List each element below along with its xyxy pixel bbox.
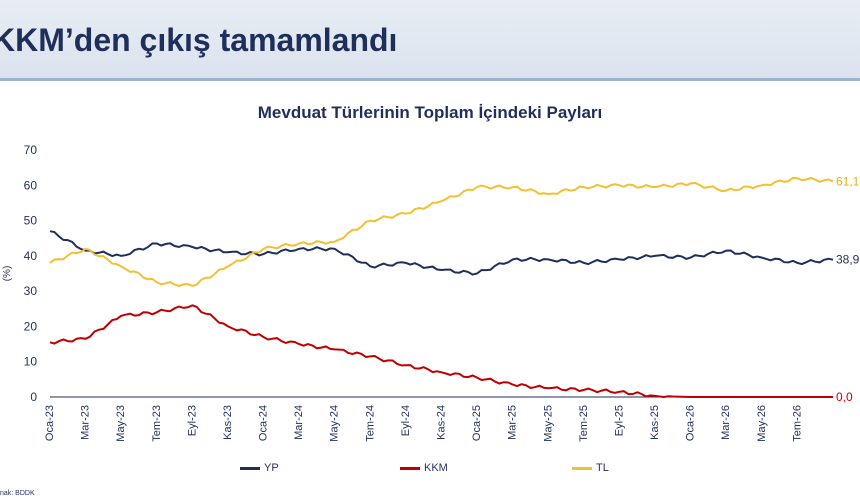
x-tick-label: Oca-25: [471, 405, 483, 441]
x-tick-label: Tem-25: [578, 405, 590, 442]
series-line-kkm: [49, 304, 833, 399]
legend-item-tl: TL: [572, 462, 609, 474]
header-banner: [0, 0, 860, 78]
legend-item-kkm: KKM: [400, 462, 448, 474]
page-title: KKM’den çıkış tamamlandı: [0, 22, 398, 58]
end-labels: 38,9 0,0 61,1: [836, 174, 860, 404]
x-tick-label: Tem-26: [791, 405, 803, 442]
x-tick-label: Kas-24: [436, 405, 448, 440]
series-lines: [49, 176, 834, 399]
y-tick-label: 50: [24, 214, 38, 228]
y-tick-label: 20: [24, 319, 38, 333]
y-axis-ticks: 0 10 20 30 40 50 60 70: [24, 143, 38, 404]
end-label-tl: 61,1: [836, 174, 860, 188]
x-tick-label: Mar-26: [720, 405, 732, 440]
x-tick-label: May-23: [115, 405, 127, 442]
y-tick-label: 0: [30, 390, 37, 404]
legend-swatch: [572, 466, 592, 470]
x-tick-label: Oca-23: [44, 405, 56, 441]
series-line-yp: [49, 230, 834, 276]
x-tick-label: Tem-24: [364, 405, 376, 442]
x-tick-label: Kas-25: [649, 405, 661, 440]
legend-label: KKM: [424, 462, 448, 474]
y-tick-label: 60: [24, 178, 38, 192]
legend-item-yp: YP: [240, 462, 279, 474]
x-tick-label: Eyl-24: [400, 405, 412, 436]
legend-swatch: [240, 466, 260, 470]
x-tick-label: Oca-26: [685, 405, 697, 441]
end-label-kkm: 0,0: [836, 390, 853, 404]
x-tick-label: May-26: [756, 405, 768, 442]
x-tick-label: May-24: [329, 405, 341, 442]
legend-label: YP: [264, 462, 279, 474]
x-tick-label: Mar-25: [507, 405, 519, 440]
chart-title: Mevduat Türlerinin Toplam İçindeki Payla…: [257, 103, 603, 122]
y-axis-label: (%): [2, 266, 13, 282]
x-tick-label: Oca-24: [258, 405, 270, 441]
header-divider: [0, 78, 860, 81]
x-tick-label: Kas-23: [222, 405, 234, 440]
source-note: nak: BDDK: [0, 490, 35, 497]
x-tick-label: May-25: [542, 405, 554, 442]
x-axis-ticks: Oca-23 Mar-23 May-23 Tem-23 Eyl-23 Kas-23 Oca-…: [44, 405, 803, 442]
end-label-yp: 38,9: [836, 253, 860, 267]
y-tick-label: 70: [24, 143, 38, 157]
legend-swatch: [400, 466, 420, 470]
legend: YP KKM TL: [0, 462, 860, 478]
x-tick-label: Eyl-25: [613, 405, 625, 436]
x-tick-label: Mar-24: [293, 405, 305, 440]
y-tick-label: 10: [24, 355, 38, 369]
y-tick-label: 40: [24, 249, 38, 263]
x-tick-label: Eyl-23: [186, 405, 198, 436]
legend-label: TL: [596, 462, 609, 474]
y-tick-label: 30: [24, 284, 38, 298]
x-tick-label: Tem-23: [151, 405, 163, 442]
x-tick-label: Mar-23: [80, 405, 92, 440]
